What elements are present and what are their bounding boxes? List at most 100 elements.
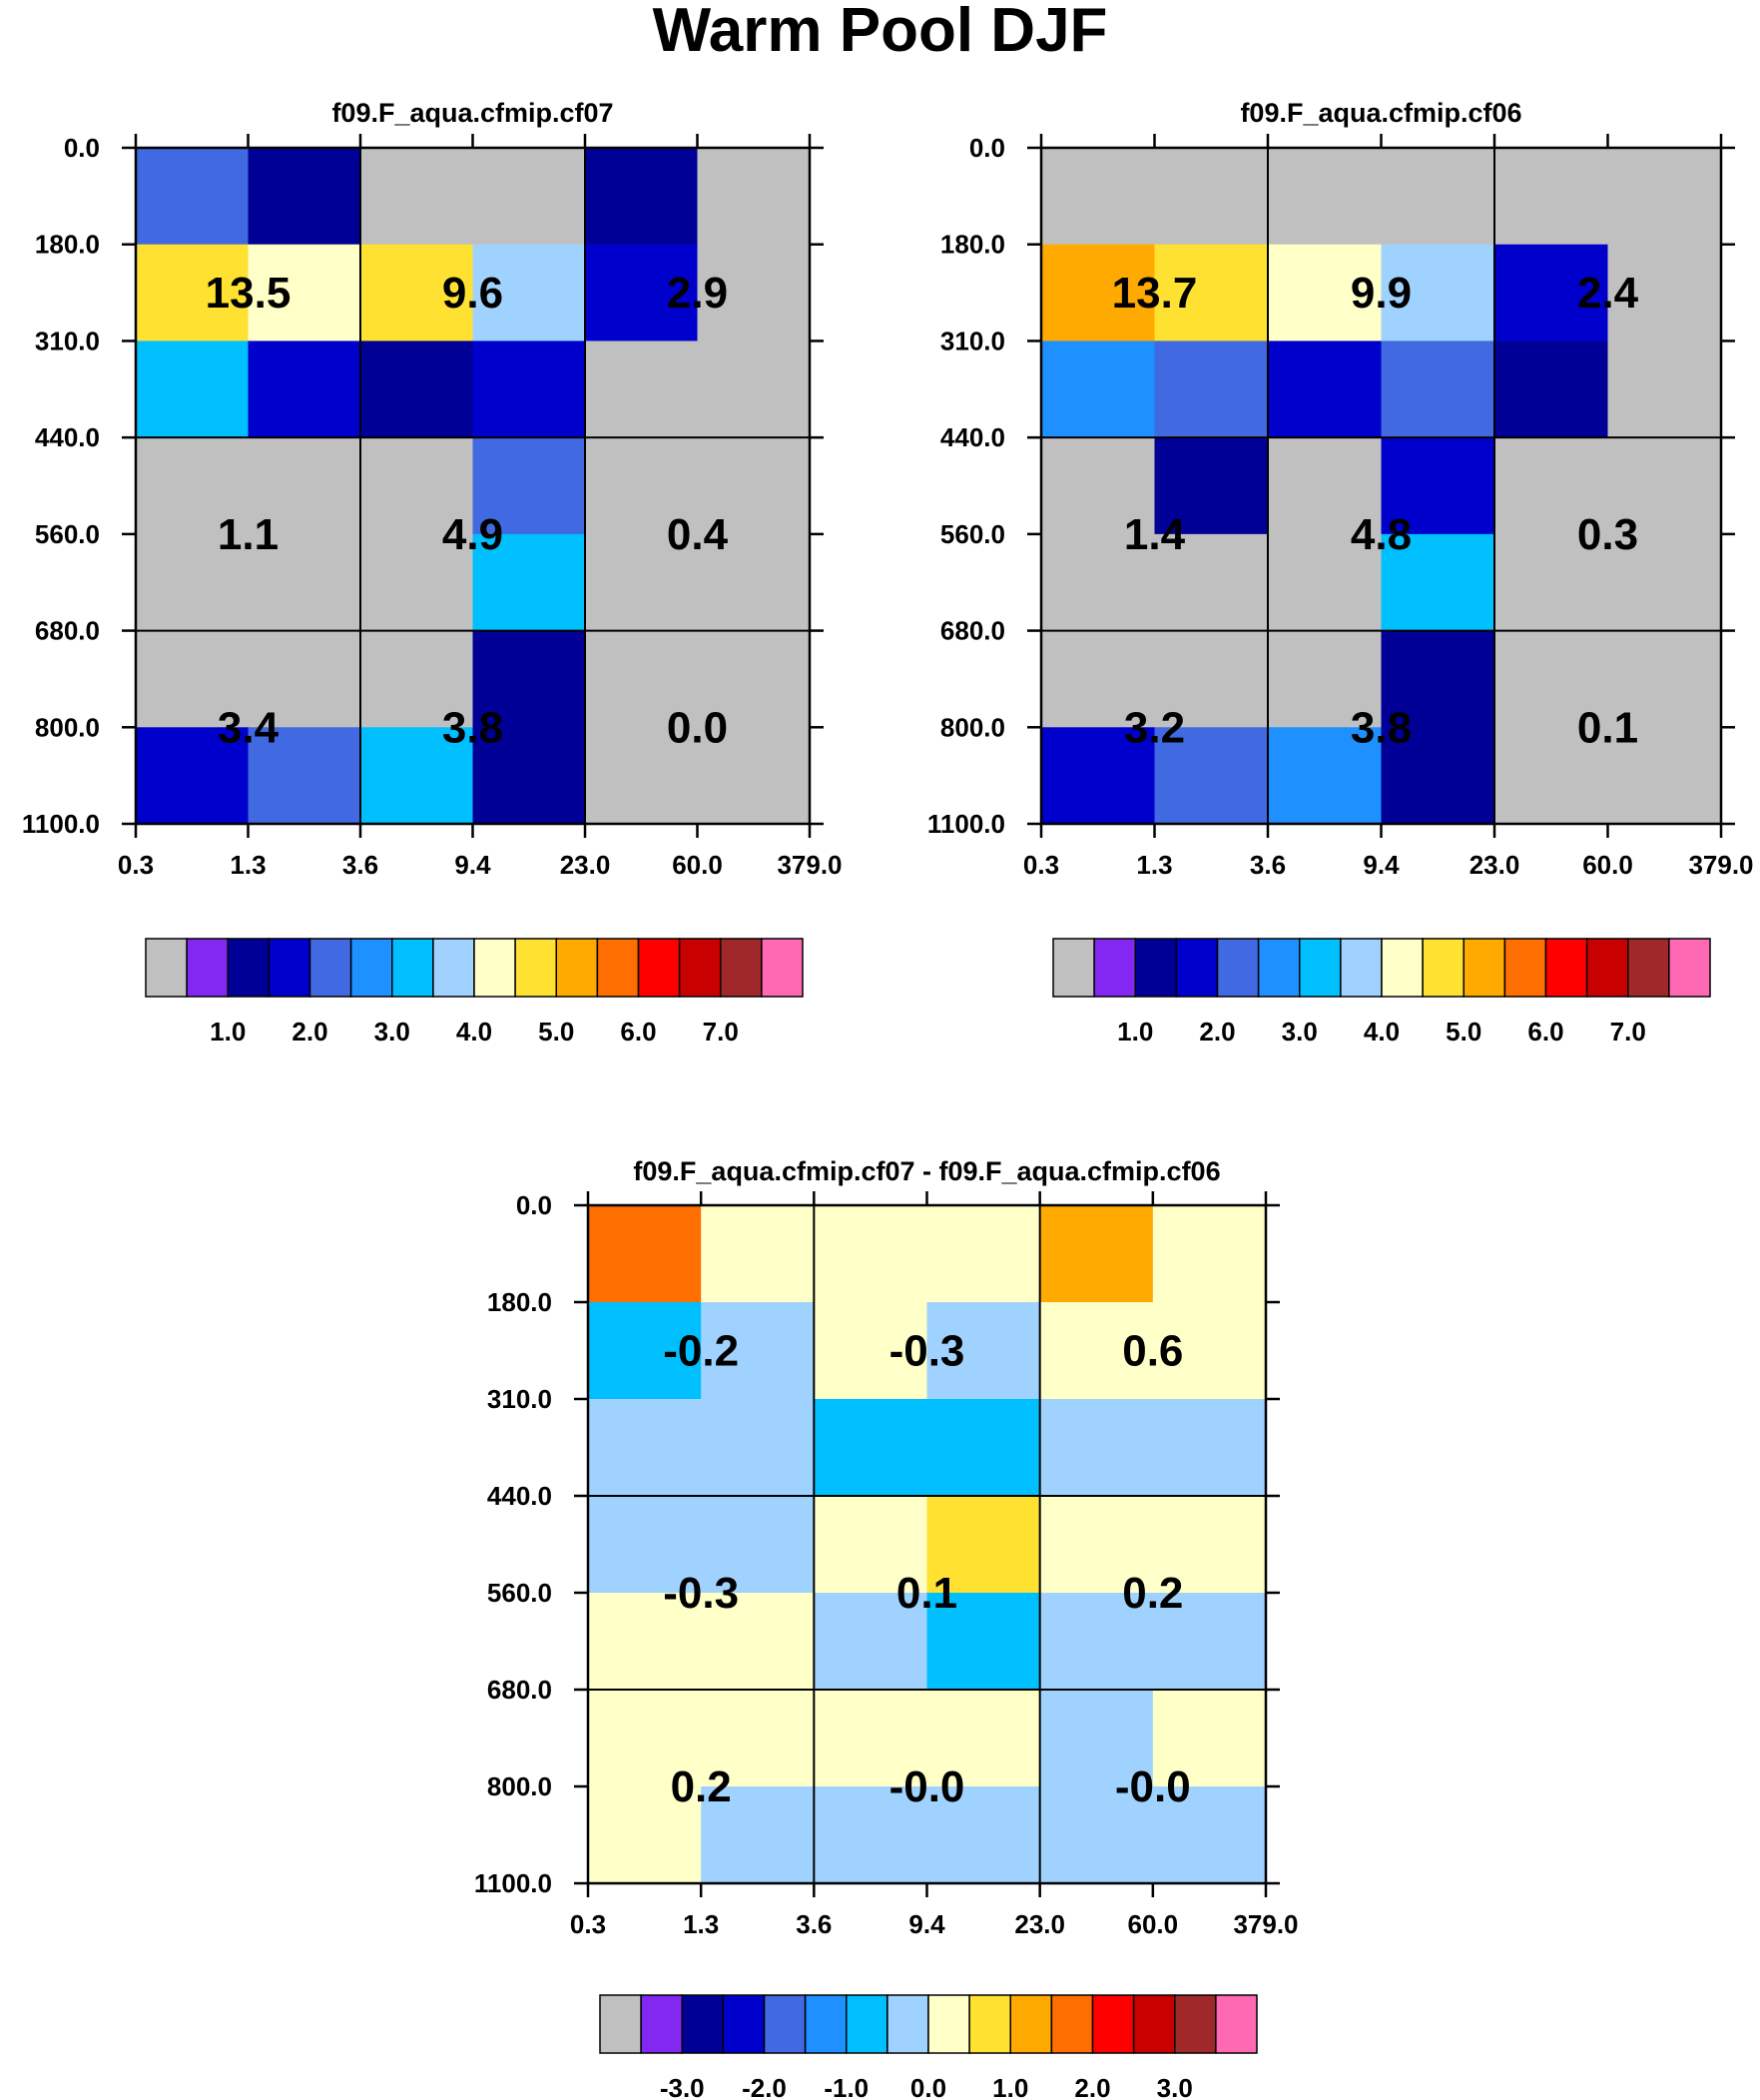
colorbar-swatch xyxy=(722,1994,766,2054)
colorbar-label: -2.0 xyxy=(742,2073,787,2100)
colorbar-swatch xyxy=(1503,938,1547,998)
heatmap-cell xyxy=(1268,148,1382,246)
heatmap-cell xyxy=(1268,341,1382,438)
panel-title: f09.F_aqua.cfmip.cf06 xyxy=(1240,98,1521,128)
block-value-label: 0.2 xyxy=(671,1762,732,1811)
y-tick-label: 310.0 xyxy=(940,326,1005,355)
colorbar-label: 2.0 xyxy=(1074,2073,1110,2100)
block-value-label: 1.4 xyxy=(1124,510,1186,559)
block-value-label: -0.2 xyxy=(663,1327,739,1376)
heatmap-cell xyxy=(1154,148,1269,246)
block-value-label: 2.9 xyxy=(667,269,728,318)
heatmap-cell xyxy=(1152,1205,1267,1303)
x-tick-label: 0.3 xyxy=(1023,850,1059,880)
x-tick-label: 3.6 xyxy=(796,1909,832,1939)
heatmap-cell xyxy=(1607,727,1722,825)
heatmap-cell xyxy=(1381,148,1495,246)
block-value-label: 0.4 xyxy=(667,510,729,559)
heatmap-cell xyxy=(926,1786,1041,1884)
colorbar-swatch xyxy=(1463,938,1506,998)
colorbar-label: -3.0 xyxy=(660,2073,705,2100)
panel-title: f09.F_aqua.cfmip.cf07 xyxy=(331,98,613,128)
colorbar-swatch xyxy=(1381,938,1424,998)
heatmap-cell xyxy=(248,630,361,728)
colorbar-label: 0.0 xyxy=(910,2073,946,2100)
heatmap-cell xyxy=(588,1690,702,1787)
heatmap-cell xyxy=(697,533,811,632)
heatmap-cell xyxy=(248,533,361,632)
y-tick-label: 560.0 xyxy=(35,519,100,549)
colorbar-swatch xyxy=(1175,938,1219,998)
colorbar-label: 5.0 xyxy=(538,1017,574,1047)
colorbar-label: 7.0 xyxy=(703,1017,739,1047)
heatmap-cell xyxy=(1494,727,1608,825)
block-value-label: 0.6 xyxy=(1122,1327,1183,1376)
heatmap-cell xyxy=(472,341,586,438)
colorbar-swatch xyxy=(1215,1994,1258,2054)
y-tick-label: 680.0 xyxy=(487,1675,552,1705)
colorbar-swatch xyxy=(678,938,722,998)
colorbar-swatch xyxy=(1668,938,1711,998)
heatmap-panel-1: 0.0 180.0 310.0 440.0 560.0 680.0 800.0 1100.0 0… xyxy=(22,98,843,1047)
colorbar-swatch xyxy=(308,938,352,998)
y-tick-label: 440.0 xyxy=(35,422,100,452)
colorbar-swatch xyxy=(1134,938,1178,998)
heatmap-cell xyxy=(1041,630,1155,728)
colorbar-label: 2.0 xyxy=(292,1017,327,1047)
y-tick-label: 680.0 xyxy=(35,616,100,646)
heatmap-cell xyxy=(585,244,698,342)
heatmap-cell xyxy=(1039,1786,1154,1884)
y-tick-label: 1100.0 xyxy=(927,809,1005,839)
colorbar-swatch xyxy=(1299,938,1342,998)
heatmap-cell xyxy=(1041,533,1155,632)
block-value-label: 0.2 xyxy=(1122,1569,1183,1618)
block-value-label: -0.3 xyxy=(889,1327,965,1376)
block-value-label: 2.4 xyxy=(1577,269,1639,318)
heatmap-cell xyxy=(1494,533,1608,632)
heatmap-cell xyxy=(472,630,586,728)
heatmap-cell xyxy=(697,148,811,246)
heatmap-cell xyxy=(136,437,249,535)
heatmap-cell xyxy=(588,1786,702,1884)
heatmap-cell xyxy=(814,1786,927,1884)
heatmap-cell xyxy=(926,1302,1041,1400)
colorbar-swatch xyxy=(186,938,229,998)
heatmap-cell xyxy=(1268,630,1382,728)
colorbar-label: 1.0 xyxy=(210,1017,246,1047)
heatmap-cell xyxy=(1152,1690,1267,1787)
heatmap-cell xyxy=(1152,1399,1267,1497)
heatmap-cell xyxy=(697,630,811,728)
heatmap-cell xyxy=(1381,630,1495,728)
heatmap-cell xyxy=(136,630,249,728)
colorbar-swatch xyxy=(1340,938,1383,998)
colorbar-swatch xyxy=(555,938,599,998)
heatmap-cell xyxy=(1154,630,1269,728)
block-value-label: 0.3 xyxy=(1577,510,1638,559)
colorbar-swatch xyxy=(1052,938,1095,998)
colorbar-swatch xyxy=(1257,938,1301,998)
heatmap-cell xyxy=(248,244,361,342)
block-value-label: 3.8 xyxy=(442,703,503,752)
colorbar-label: -1.0 xyxy=(824,2073,869,2100)
x-tick-label: 60.0 xyxy=(672,850,723,880)
heatmap-cell xyxy=(588,1399,702,1497)
colorbar-label: 7.0 xyxy=(1610,1017,1646,1047)
heatmap-cell xyxy=(1607,148,1722,246)
x-tick-label: 60.0 xyxy=(1128,1909,1179,1939)
x-tick-label: 23.0 xyxy=(1014,1909,1065,1939)
heatmap-cell xyxy=(1381,244,1495,342)
colorbar-label: 1.0 xyxy=(992,2073,1028,2100)
heatmap-cell xyxy=(1041,148,1155,246)
heatmap-cell xyxy=(701,1496,815,1594)
colorbar-swatch xyxy=(596,938,640,998)
heatmap-cell xyxy=(701,1302,815,1400)
heatmap-cell xyxy=(1381,533,1495,632)
heatmap-cell xyxy=(1154,727,1269,825)
colorbar-swatch xyxy=(268,938,311,998)
heatmap-cell xyxy=(1494,148,1608,246)
colorbar-swatch xyxy=(1093,938,1136,998)
heatmap-cell xyxy=(360,533,473,632)
heatmap-cell xyxy=(926,1593,1041,1691)
colorbar-label: 4.0 xyxy=(456,1017,492,1047)
